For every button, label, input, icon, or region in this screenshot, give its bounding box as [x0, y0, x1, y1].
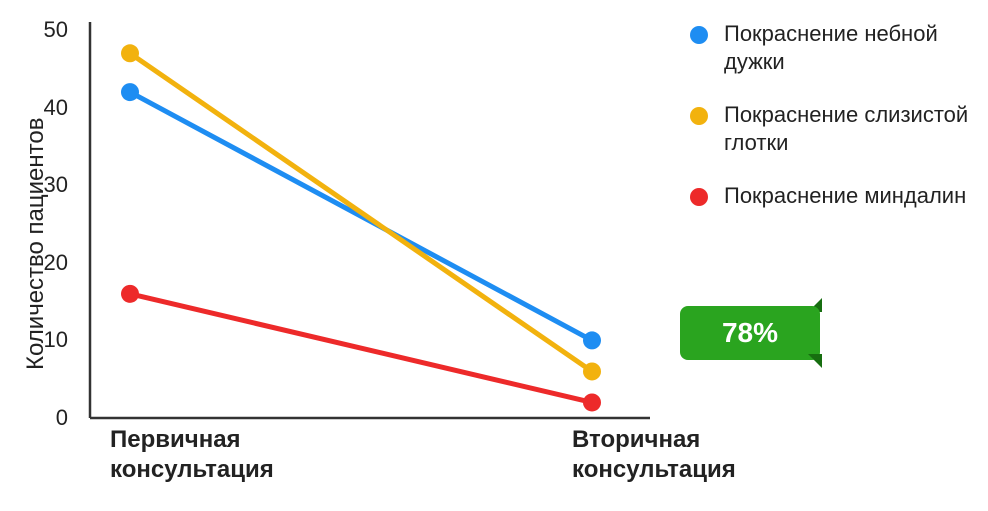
- badge-text: 78%: [722, 317, 778, 349]
- series-marker-yellow: [121, 44, 139, 62]
- series-marker-red: [121, 285, 139, 303]
- badge-body: 78%: [680, 306, 820, 360]
- legend: Покраснение небной дужки Покраснение слиз…: [690, 20, 980, 236]
- badge-corner-bot: [808, 354, 822, 368]
- chart-wrap: Количество пациентов 01020304050 Первичн…: [0, 0, 988, 511]
- series-marker-red: [583, 393, 601, 411]
- legend-dot-icon: [690, 188, 708, 206]
- series-marker-blue: [583, 331, 601, 349]
- legend-label: Покраснение миндалин: [724, 183, 966, 208]
- series-marker-blue: [121, 83, 139, 101]
- legend-item-yellow: Покраснение слизистой глотки: [690, 101, 980, 156]
- series-line-blue: [130, 92, 592, 340]
- legend-label: Покраснение небной дужки: [724, 21, 938, 74]
- series-line-yellow: [130, 53, 592, 371]
- legend-item-blue: Покраснение небной дужки: [690, 20, 980, 75]
- series-line-red: [130, 294, 592, 403]
- x-tick-label: Вторичнаяконсультация: [572, 425, 736, 485]
- legend-item-red: Покраснение миндалин: [690, 182, 980, 210]
- x-tick-label: Первичнаяконсультация: [110, 425, 274, 485]
- legend-dot-icon: [690, 26, 708, 44]
- percent-badge: 78%: [680, 300, 820, 366]
- series-marker-yellow: [583, 362, 601, 380]
- legend-label: Покраснение слизистой глотки: [724, 102, 968, 155]
- legend-dot-icon: [690, 107, 708, 125]
